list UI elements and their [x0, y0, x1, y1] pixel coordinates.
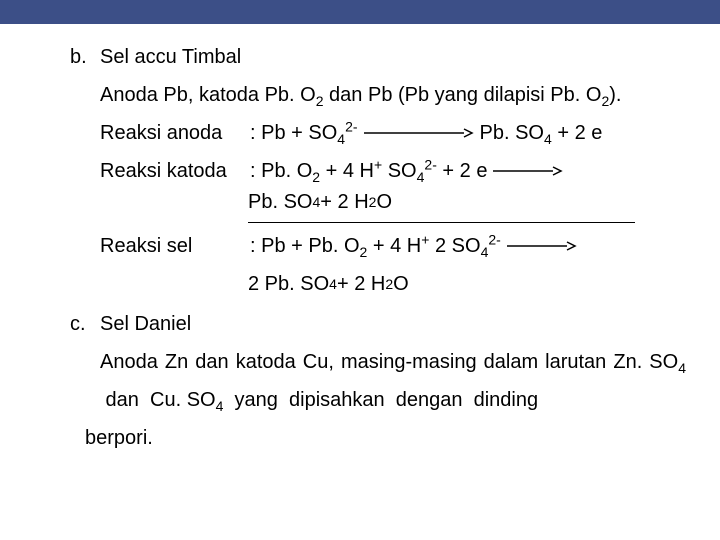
- item-c-title: Sel Daniel: [100, 305, 191, 343]
- cell-equation-rhs: 2 Pb. SO4 + 2 H2O: [30, 265, 690, 303]
- item-c-number: c.: [70, 305, 100, 343]
- cell-equation-lhs: : Pb + Pb. O2 + 4 H+ 2 SO42-: [250, 227, 583, 265]
- top-accent-bar: [0, 0, 720, 24]
- cell-reaction-row: Reaksi sel : Pb + Pb. O2 + 4 H+ 2 SO42-: [30, 223, 690, 265]
- cathode-equation-lhs: : Pb. O2 + 4 H+ SO42- + 2 e: [250, 152, 569, 190]
- cathode-label: Reaksi katoda: [100, 152, 250, 190]
- cathode-equation-rhs: Pb. SO4 + 2 H2O: [30, 190, 690, 218]
- arrow-icon: [364, 127, 474, 139]
- item-b-description: Anoda Pb, katoda Pb. O2 dan Pb (Pb yang …: [30, 76, 690, 114]
- slide-content: b. Sel accu Timbal Anoda Pb, katoda Pb. …: [0, 24, 720, 467]
- item-b-title: Sel accu Timbal: [100, 38, 241, 76]
- cathode-reaction-row: Reaksi katoda : Pb. O2 + 4 H+ SO42- + 2 …: [30, 152, 690, 190]
- item-b-heading: b. Sel accu Timbal: [30, 38, 690, 76]
- item-c-paragraph-cont: berpori.: [30, 419, 690, 457]
- anode-reaction-row: Reaksi anoda : Pb + SO42- Pb. SO4 + 2 e: [30, 114, 690, 152]
- arrow-icon: [507, 240, 577, 252]
- item-c-paragraph: Anoda Zn dan katoda Cu, masing-masing da…: [30, 343, 690, 419]
- arrow-icon: [493, 165, 563, 177]
- anode-label: Reaksi anoda: [100, 114, 250, 152]
- anode-equation: : Pb + SO42- Pb. SO4 + 2 e: [250, 114, 602, 152]
- cell-label: Reaksi sel: [100, 227, 250, 265]
- item-b-number: b.: [70, 38, 100, 76]
- item-c-heading: c. Sel Daniel: [30, 305, 690, 343]
